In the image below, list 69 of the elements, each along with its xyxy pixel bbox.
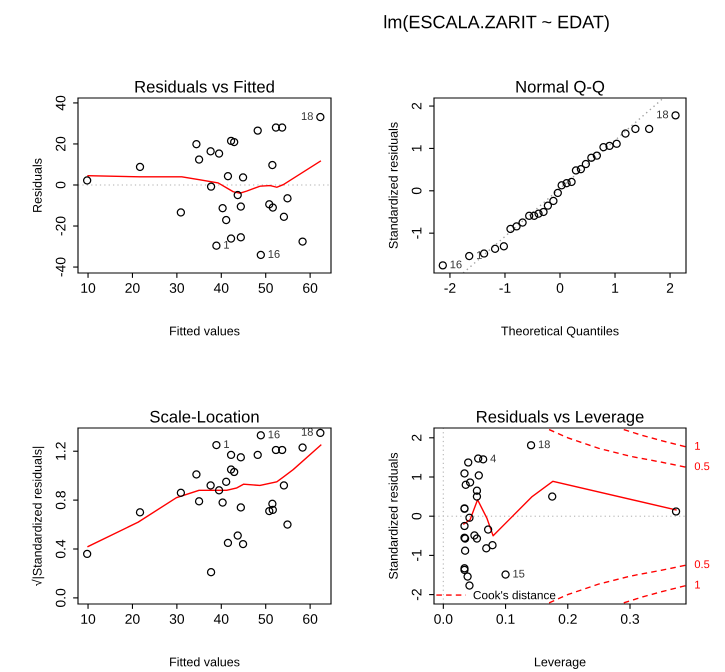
x-tick-label: 30 xyxy=(170,614,184,624)
y-tick-label: 0.4 xyxy=(56,540,66,558)
chart-title: Scale-Location xyxy=(150,410,259,423)
y-tick-label: 40 xyxy=(56,96,66,110)
x-tick-label: 0 xyxy=(556,283,564,293)
y-tick-label: 0.0 xyxy=(56,588,66,607)
y-tick-label: 2 xyxy=(412,434,422,441)
annotation: 1 xyxy=(224,440,229,448)
annotation: 18 xyxy=(657,110,668,118)
x-tick-label: 0.2 xyxy=(558,614,577,624)
x-tick-label: 0.3 xyxy=(620,614,640,624)
annotation: 18 xyxy=(538,440,550,448)
chart-title: Normal Q-Q xyxy=(516,80,604,96)
y-tick-label: 0 xyxy=(56,182,66,188)
x-axis-title: Fitted values xyxy=(170,326,240,336)
y-tick-label: -40 xyxy=(56,258,66,276)
x-tick-label: 20 xyxy=(125,283,140,293)
annotation: 1 xyxy=(695,580,700,588)
annotation: 1 xyxy=(224,240,229,249)
y-tick-label: 0 xyxy=(412,187,422,194)
x-tick-label: 2 xyxy=(666,283,674,293)
annotation: 18 xyxy=(302,428,313,436)
x-tick-label: 0.0 xyxy=(434,614,452,624)
y-tick-label: -2 xyxy=(412,589,422,600)
y-tick-label: 20 xyxy=(56,136,66,151)
y-axis-title: Standardized residuals xyxy=(388,122,398,249)
chart-title: Residuals vs Fitted xyxy=(135,80,274,93)
annotation: 15 xyxy=(513,570,524,578)
annotation: 16 xyxy=(268,250,280,258)
annotation: 16 xyxy=(268,430,280,438)
x-tick-label: 20 xyxy=(125,614,140,624)
text: lm(ESCALA.ZARIT ~ EDAT) xyxy=(384,15,609,32)
x-tick-label: 40 xyxy=(214,283,228,293)
y-tick-label: -20 xyxy=(56,216,66,236)
y-tick-label: 1 xyxy=(412,145,422,152)
annotation: 1 xyxy=(695,442,700,450)
y-tick-label: 2 xyxy=(412,102,422,110)
x-tick-label: 0.1 xyxy=(496,614,515,624)
x-tick-label: 50 xyxy=(258,614,273,624)
x-tick-label: -2 xyxy=(444,283,456,293)
x-tick-label: 40 xyxy=(214,614,228,624)
y-tick-label: 1.2 xyxy=(56,442,66,460)
annotation: 1 xyxy=(477,251,482,259)
annotation: 16 xyxy=(450,260,462,268)
y-tick-label: -1 xyxy=(412,228,422,239)
x-tick-label: 60 xyxy=(303,283,318,293)
x-tick-label: 10 xyxy=(81,283,96,293)
x-tick-label: 10 xyxy=(81,614,96,624)
x-tick-label: 60 xyxy=(303,614,318,624)
x-axis-title: Leverage xyxy=(534,658,586,669)
y-tick-label: -1 xyxy=(412,550,422,561)
x-axis-title: Fitted values xyxy=(170,657,240,666)
annotation: 4 xyxy=(490,454,496,462)
y-tick-label: 0.8 xyxy=(56,491,66,510)
y-tick-label: 0 xyxy=(412,512,422,520)
y-axis-title: Standardized residuals xyxy=(388,452,398,580)
annotation: 18 xyxy=(302,112,313,120)
x-tick-label: 50 xyxy=(258,283,273,293)
x-tick-label: 30 xyxy=(170,283,184,293)
x-tick-label: -1 xyxy=(499,283,510,293)
y-axis-title: Residuals xyxy=(32,158,42,212)
y-tick-label: 1 xyxy=(412,474,422,480)
x-tick-label: 1 xyxy=(612,283,618,293)
annotation: 0.5 xyxy=(694,462,710,470)
chart-title: Residuals vs Leverage xyxy=(477,410,644,426)
annotation: 0.5 xyxy=(694,560,710,568)
legend-label: Cook's distance xyxy=(474,590,556,600)
x-axis-title: Theoretical Quantiles xyxy=(501,326,619,338)
y-axis-title: √|Standardized residuals| xyxy=(32,446,44,586)
